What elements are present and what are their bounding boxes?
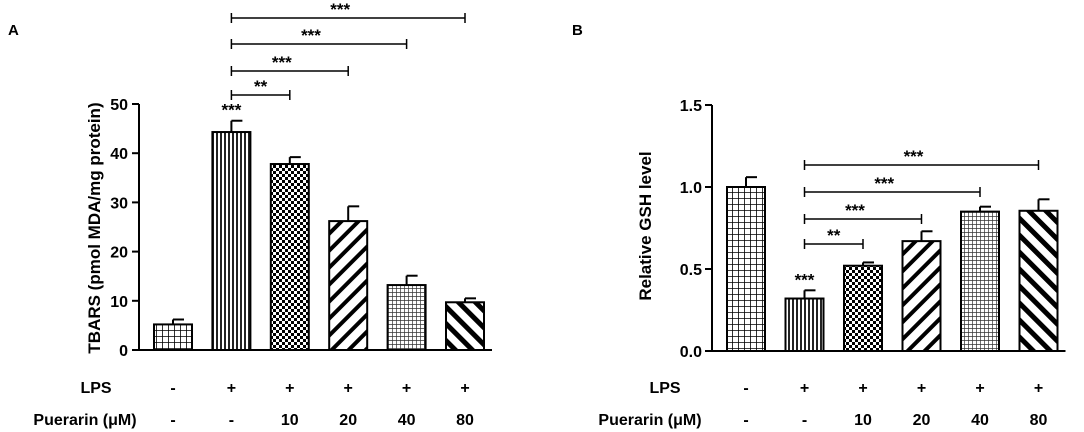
- b-y-tick-label: 0.5: [680, 262, 702, 279]
- panel-b-lps-label: LPS: [649, 380, 680, 397]
- b-bracket-significance: ***: [874, 174, 894, 193]
- b-lps-value: +: [1034, 380, 1043, 397]
- panel-a-ylabel: TBARS (pmol MDA/mg protein): [85, 102, 104, 353]
- a-lps-value: +: [402, 380, 411, 397]
- a-bracket-significance: **: [254, 77, 268, 96]
- b-puerarin-value: 40: [971, 412, 989, 429]
- b-bar: [843, 264, 883, 352]
- b-bar-significance: ***: [795, 270, 815, 289]
- b-bracket-significance: ***: [904, 147, 924, 166]
- a-bracket-significance: ***: [330, 0, 350, 19]
- b-puerarin-value: 10: [854, 412, 872, 429]
- a-puerarin-value: 80: [456, 412, 474, 429]
- a-y-tick-label: 40: [110, 146, 128, 163]
- a-y-tick-label: 0: [119, 343, 128, 360]
- panel-b-puerarin-label: Puerarin (μM): [598, 412, 701, 429]
- a-lps-value: +: [460, 380, 469, 397]
- a-lps-value: +: [285, 380, 294, 397]
- b-bar: [726, 186, 766, 352]
- a-y-tick-label: 50: [110, 97, 128, 114]
- a-bracket-significance: ***: [301, 26, 321, 45]
- a-puerarin-value: -: [170, 412, 175, 429]
- panel-b-chart: 0.00.51.01.5--+-+10+20+40+80************…: [680, 98, 1066, 429]
- a-y-tick-label: 20: [110, 245, 128, 262]
- b-puerarin-value: -: [802, 412, 807, 429]
- a-y-tick-label: 30: [110, 195, 128, 212]
- a-lps-value: +: [344, 380, 353, 397]
- a-bar: [445, 301, 485, 351]
- panel-a-lps-label: LPS: [80, 380, 111, 397]
- b-y-tick-label: 0.0: [680, 344, 702, 361]
- a-puerarin-value: 20: [339, 412, 357, 429]
- a-bracket-significance: ***: [272, 53, 292, 72]
- panel-a-puerarin-label: Puerarin (μM): [33, 412, 136, 429]
- b-bar: [960, 210, 1000, 352]
- b-lps-value: +: [800, 380, 809, 397]
- b-lps-value: -: [743, 380, 748, 397]
- a-puerarin-value: 40: [398, 412, 416, 429]
- b-bracket-significance: **: [827, 226, 841, 245]
- panel-b-label: B: [572, 22, 583, 39]
- b-bar: [901, 240, 942, 352]
- a-bar: [328, 220, 369, 351]
- a-lps-value: -: [170, 380, 175, 397]
- b-puerarin-value: 20: [913, 412, 931, 429]
- panel-a-label: A: [8, 22, 19, 39]
- a-puerarin-value: -: [229, 412, 234, 429]
- a-y-tick-label: 10: [110, 294, 128, 311]
- b-bracket-significance: ***: [845, 201, 865, 220]
- b-bar: [1018, 209, 1059, 352]
- a-bar: [153, 323, 193, 351]
- a-bar-significance: ***: [221, 101, 241, 120]
- b-puerarin-value: -: [743, 412, 748, 429]
- b-y-tick-label: 1.5: [680, 98, 702, 115]
- b-bar: [784, 297, 825, 352]
- b-y-tick-label: 1.0: [680, 180, 702, 197]
- b-puerarin-value: 80: [1030, 412, 1048, 429]
- a-bar: [386, 284, 427, 351]
- panel-b-ylabel: Relative GSH level: [636, 151, 655, 300]
- a-bar: [211, 131, 252, 351]
- a-puerarin-value: 10: [281, 412, 299, 429]
- a-bar: [269, 163, 310, 351]
- a-lps-value: +: [227, 380, 236, 397]
- b-lps-value: +: [975, 380, 984, 397]
- b-lps-value: +: [917, 380, 926, 397]
- panel-a-chart: 01020304050--+-+10+20+40+80*************…: [110, 0, 492, 429]
- b-lps-value: +: [858, 380, 867, 397]
